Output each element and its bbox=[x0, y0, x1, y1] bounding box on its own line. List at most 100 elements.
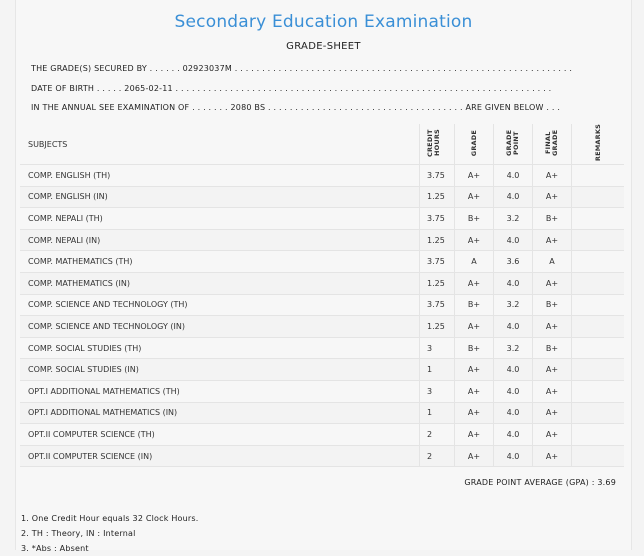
cell-remarks bbox=[571, 337, 624, 360]
cell-final-grade: A+ bbox=[532, 358, 572, 381]
table-row: COMP. ENGLISH (TH) 3.75 A+ 4.0 A+ bbox=[20, 164, 624, 187]
grades-table-body: COMP. ENGLISH (TH) 3.75 A+ 4.0 A+ COMP. ENGLI… bbox=[20, 164, 624, 468]
cell-grade: B+ bbox=[454, 337, 494, 360]
cell-credit-hours: 1 bbox=[419, 402, 455, 425]
cell-subject: COMP. NEPALI (IN) bbox=[20, 229, 420, 252]
cell-subject: COMP. SCIENCE AND TECHNOLOGY (TH) bbox=[20, 294, 420, 317]
cell-remarks bbox=[571, 229, 624, 252]
cell-remarks bbox=[571, 207, 624, 230]
cell-remarks bbox=[571, 294, 624, 317]
table-row: COMP. SOCIAL STUDIES (IN) 1 A+ 4.0 A+ bbox=[20, 358, 624, 381]
cell-remarks bbox=[571, 445, 624, 468]
cell-grade: B+ bbox=[454, 294, 494, 317]
cell-grade: A+ bbox=[454, 315, 494, 338]
cell-grade: A+ bbox=[454, 186, 494, 209]
cell-final-grade: B+ bbox=[532, 337, 572, 360]
cell-credit-hours: 1.25 bbox=[419, 315, 455, 338]
header-subjects: SUBJECTS bbox=[20, 124, 420, 165]
cell-subject: COMP. SOCIAL STUDIES (TH) bbox=[20, 337, 420, 360]
cell-grade-point: 4.0 bbox=[493, 358, 533, 381]
page-title: Secondary Education Examination bbox=[174, 12, 473, 32]
info-date-of-birth: DATE OF BIRTH . . . . . 2065-02-11 . . .… bbox=[31, 84, 552, 93]
cell-grade: A+ bbox=[454, 272, 494, 295]
cell-grade: A+ bbox=[454, 164, 494, 187]
cell-credit-hours: 3.75 bbox=[419, 207, 455, 230]
cell-grade-point: 4.0 bbox=[493, 164, 533, 187]
table-row: COMP. SCIENCE AND TECHNOLOGY (IN) 1.25 A+ 4… bbox=[20, 315, 624, 338]
header-grade-point: GRADE POINT bbox=[493, 124, 533, 165]
cell-credit-hours: 3.75 bbox=[419, 294, 455, 317]
cell-grade-point: 4.0 bbox=[493, 445, 533, 468]
cell-grade-point: 3.2 bbox=[493, 294, 533, 317]
cell-final-grade: A+ bbox=[532, 229, 572, 252]
cell-subject: COMP. MATHEMATICS (IN) bbox=[20, 272, 420, 295]
header-grade: GRADE bbox=[454, 124, 494, 165]
cell-remarks bbox=[571, 315, 624, 338]
cell-subject: COMP. SOCIAL STUDIES (IN) bbox=[20, 358, 420, 381]
cell-grade-point: 3.2 bbox=[493, 207, 533, 230]
cell-final-grade: A+ bbox=[532, 380, 572, 403]
cell-remarks bbox=[571, 250, 624, 273]
cell-credit-hours: 1 bbox=[419, 358, 455, 381]
page-subtitle: GRADE-SHEET bbox=[286, 41, 361, 52]
cell-grade: A+ bbox=[454, 229, 494, 252]
notes-list: 1. One Credit Hour equals 32 Clock Hours… bbox=[21, 511, 199, 556]
cell-remarks bbox=[571, 186, 624, 209]
cell-remarks bbox=[571, 164, 624, 187]
cell-credit-hours: 1.25 bbox=[419, 186, 455, 209]
cell-final-grade: A+ bbox=[532, 402, 572, 425]
table-row: OPT.II COMPUTER SCIENCE (IN) 2 A+ 4.0 A+ bbox=[20, 445, 624, 468]
table-row: OPT.II COMPUTER SCIENCE (TH) 2 A+ 4.0 A+ bbox=[20, 423, 624, 446]
header-final-grade: FINAL GRADE bbox=[532, 124, 572, 165]
cell-remarks bbox=[571, 272, 624, 295]
cell-credit-hours: 3.75 bbox=[419, 164, 455, 187]
cell-credit-hours: 1.25 bbox=[419, 272, 455, 295]
grade-sheet: Secondary Education Examination GRADE-SH… bbox=[15, 0, 632, 553]
cell-final-grade: A+ bbox=[532, 445, 572, 468]
cell-subject: OPT.I ADDITIONAL MATHEMATICS (IN) bbox=[20, 402, 420, 425]
grades-table: SUBJECTS CREDIT HOURS GRADE GRADE POINT … bbox=[20, 124, 624, 468]
cell-subject: COMP. SCIENCE AND TECHNOLOGY (IN) bbox=[20, 315, 420, 338]
table-row: COMP. SCIENCE AND TECHNOLOGY (TH) 3.75 B+ 3… bbox=[20, 294, 624, 317]
cell-subject: COMP. MATHEMATICS (TH) bbox=[20, 250, 420, 273]
table-row: OPT.I ADDITIONAL MATHEMATICS (TH) 3 A+ 4.0 A… bbox=[20, 380, 624, 403]
cell-grade-point: 4.0 bbox=[493, 380, 533, 403]
cell-remarks bbox=[571, 380, 624, 403]
cell-remarks bbox=[571, 423, 624, 446]
cell-grade-point: 3.2 bbox=[493, 337, 533, 360]
table-row: COMP. SOCIAL STUDIES (TH) 3 B+ 3.2 B+ bbox=[20, 337, 624, 360]
cell-grade: A+ bbox=[454, 358, 494, 381]
info-examination: IN THE ANNUAL SEE EXAMINATION OF . . . .… bbox=[31, 103, 561, 112]
table-row: COMP. MATHEMATICS (IN) 1.25 A+ 4.0 A+ bbox=[20, 272, 624, 295]
info-secured-by: THE GRADE(S) SECURED BY . . . . . . 0292… bbox=[31, 64, 573, 73]
cell-subject: COMP. ENGLISH (TH) bbox=[20, 164, 420, 187]
cell-remarks bbox=[571, 402, 624, 425]
table-row: COMP. ENGLISH (IN) 1.25 A+ 4.0 A+ bbox=[20, 186, 624, 209]
gpa-summary: GRADE POINT AVERAGE (GPA) : 3.69 bbox=[464, 478, 616, 487]
note-item: 3. *Abs : Absent bbox=[21, 544, 89, 553]
cell-grade-point: 4.0 bbox=[493, 272, 533, 295]
table-row: COMP. NEPALI (TH) 3.75 B+ 3.2 B+ bbox=[20, 207, 624, 230]
cell-subject: COMP. ENGLISH (IN) bbox=[20, 186, 420, 209]
cell-grade-point: 4.0 bbox=[493, 229, 533, 252]
note-item: 1. One Credit Hour equals 32 Clock Hours… bbox=[21, 514, 199, 523]
cell-final-grade: A+ bbox=[532, 186, 572, 209]
cell-grade: A bbox=[454, 250, 494, 273]
cell-grade: B+ bbox=[454, 207, 494, 230]
cell-subject: OPT.II COMPUTER SCIENCE (IN) bbox=[20, 445, 420, 468]
cell-final-grade: B+ bbox=[532, 207, 572, 230]
cell-grade-point: 3.6 bbox=[493, 250, 533, 273]
table-header-row: SUBJECTS CREDIT HOURS GRADE GRADE POINT … bbox=[20, 124, 624, 165]
cell-credit-hours: 3 bbox=[419, 337, 455, 360]
cell-final-grade: A+ bbox=[532, 315, 572, 338]
cell-subject: OPT.II COMPUTER SCIENCE (TH) bbox=[20, 423, 420, 446]
note-item: 2. TH : Theory, IN : Internal bbox=[21, 529, 136, 538]
table-row: COMP. MATHEMATICS (TH) 3.75 A 3.6 A bbox=[20, 250, 624, 273]
cell-grade-point: 4.0 bbox=[493, 186, 533, 209]
cell-grade-point: 4.0 bbox=[493, 423, 533, 446]
cell-subject: OPT.I ADDITIONAL MATHEMATICS (TH) bbox=[20, 380, 420, 403]
cell-subject: COMP. NEPALI (TH) bbox=[20, 207, 420, 230]
header-credit-hours: CREDIT HOURS bbox=[419, 124, 455, 165]
cell-grade: A+ bbox=[454, 380, 494, 403]
cell-grade: A+ bbox=[454, 423, 494, 446]
